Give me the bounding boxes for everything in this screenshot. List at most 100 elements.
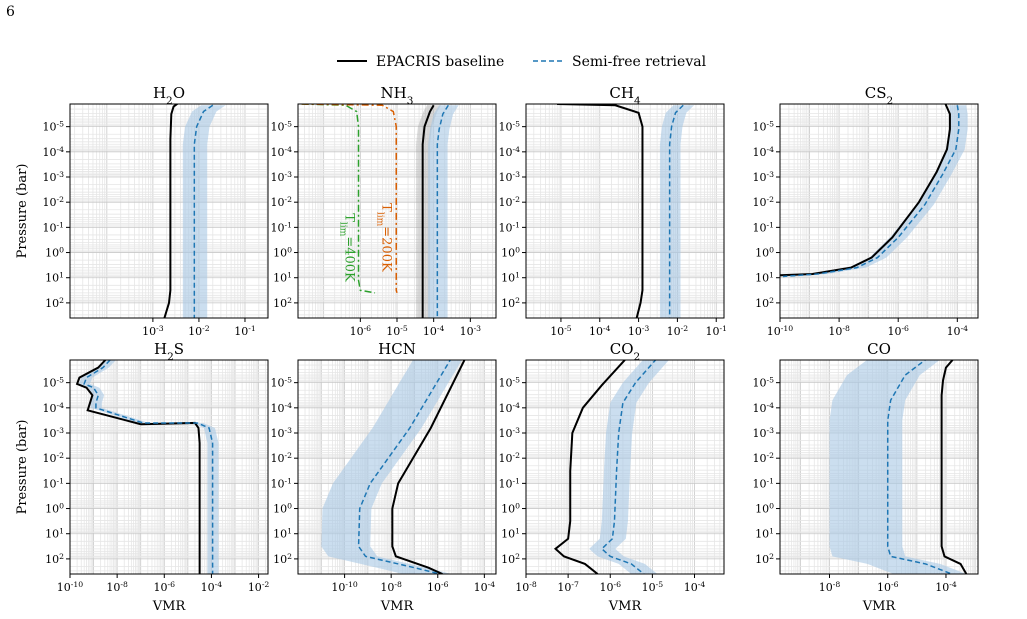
x-tick-label: 10-8 xyxy=(515,580,537,595)
y-axis-label: Pressure (bar) xyxy=(15,420,30,515)
y-tick-label: 102 xyxy=(45,551,64,566)
panel-3: CH4 10-5 10-4 10-3 10-2 10-1 100 101 102 10-5 10-4… xyxy=(499,84,727,338)
baseline-line xyxy=(780,104,951,277)
y-tick-label: 10-3 xyxy=(271,426,293,441)
panel-title: H2S xyxy=(154,340,184,363)
y-tick-label: 100 xyxy=(273,501,292,516)
retrieval-uncertainty-band xyxy=(182,105,226,318)
axes-frame xyxy=(525,359,725,575)
y-tick-label: 10-5 xyxy=(271,375,293,390)
x-tick-label: 10-4 xyxy=(589,324,611,339)
x-tick-label: 10-8 xyxy=(380,580,402,595)
tlim400-line xyxy=(301,104,376,294)
x-tick-label: 10-10 xyxy=(57,580,83,595)
y-tick-label: 10-3 xyxy=(753,426,775,441)
y-tick-label: 10-5 xyxy=(43,119,65,134)
baseline-line xyxy=(557,104,644,318)
y-tick-label: 102 xyxy=(501,551,520,566)
x-tick-label: 10-6 xyxy=(600,580,622,595)
y-tick-label: 100 xyxy=(755,501,774,516)
x-tick-label: 10-5 xyxy=(386,324,408,339)
legend: EPACRIS baseline Semi-free retrieval xyxy=(337,54,707,70)
y-tick-label: 10-5 xyxy=(499,375,521,390)
y-tick-label: 10-4 xyxy=(43,400,65,415)
x-tick-label: 10-4 xyxy=(474,580,496,595)
y-tick-label: 10-4 xyxy=(271,400,293,415)
y-tick-label: 10-1 xyxy=(499,476,521,491)
retrieval-line xyxy=(600,360,657,574)
x-tick-label: 10-3 xyxy=(460,324,482,339)
axes-frame xyxy=(779,103,979,319)
y-tick-label: 101 xyxy=(273,270,292,285)
retrieval-line xyxy=(83,360,214,574)
y-tick-label: 10-2 xyxy=(499,195,521,210)
axes-frame xyxy=(69,103,269,319)
x-tick-label: 10-1 xyxy=(234,324,256,339)
y-tick-label: 10-5 xyxy=(753,375,775,390)
x-tick-label: 10-3 xyxy=(628,324,650,339)
axes-frame xyxy=(525,103,725,319)
panel-title: NH3 xyxy=(381,84,414,107)
panel-title: H2O xyxy=(153,84,185,107)
y-tick-label: 100 xyxy=(273,245,292,260)
x-tick-label: 10-6 xyxy=(877,580,899,595)
gridlines xyxy=(70,104,268,318)
y-tick-label: 10-3 xyxy=(43,426,65,441)
y-tick-label: 102 xyxy=(273,295,292,310)
y-tick-label: 10-3 xyxy=(753,170,775,185)
panel-6: HCN 10-5 10-4 10-3 10-2 10-1 100 101 102 10-10 10-… xyxy=(271,340,497,614)
plot-area xyxy=(557,104,695,318)
y-tick-label: 101 xyxy=(755,526,774,541)
panel-title: CO2 xyxy=(610,340,640,363)
baseline-line xyxy=(421,104,435,318)
y-tick-label: 100 xyxy=(755,245,774,260)
x-tick-label: 10-1 xyxy=(705,324,727,339)
panel-2: Tlim=400K Tlim=200K NH3 10-5 10-4 10-3 10-2 10-… xyxy=(271,84,497,338)
panels: H2O 10-5 10-4 10-3 10-2 10-1 100 101 102 10-3 10-2… xyxy=(15,84,979,614)
y-tick-label: 10-2 xyxy=(753,195,775,210)
gridlines xyxy=(298,104,496,318)
x-tick-label: 10-10 xyxy=(767,324,793,339)
x-tick-label: 10-2 xyxy=(248,580,270,595)
y-tick-label: 10-2 xyxy=(43,451,65,466)
y-tick-label: 10-5 xyxy=(271,119,293,134)
baseline-line xyxy=(163,104,179,318)
y-tick-label: 10-1 xyxy=(271,476,293,491)
x-tick-label: 10-8 xyxy=(828,324,850,339)
panel-title: CO xyxy=(867,340,891,358)
panel-8: CO 10-5 10-4 10-3 10-2 10-1 100 101 102 10-8 10-6 1… xyxy=(753,340,979,614)
y-tick-label: 10-5 xyxy=(753,119,775,134)
x-tick-label: 10-8 xyxy=(106,580,128,595)
plot-area xyxy=(553,360,669,574)
x-tick-label: 10-4 xyxy=(423,324,445,339)
y-tick-label: 10-2 xyxy=(753,451,775,466)
y-tick-label: 101 xyxy=(501,526,520,541)
y-tick-label: 10-4 xyxy=(499,144,521,159)
panel-1: H2O 10-5 10-4 10-3 10-2 10-1 100 101 102 10-3 10-2… xyxy=(15,84,269,339)
y-tick-label: 10-5 xyxy=(43,375,65,390)
gridlines xyxy=(526,104,724,318)
y-tick-label: 102 xyxy=(501,295,520,310)
axes-frame xyxy=(69,359,269,575)
retrieval-uncertainty-band xyxy=(829,360,967,574)
retrieval-uncertainty-band xyxy=(780,105,968,277)
retrieval-uncertainty-band xyxy=(659,105,695,318)
x-axis-label: VMR xyxy=(152,599,187,614)
y-tick-label: 10-1 xyxy=(753,220,775,235)
y-tick-label: 100 xyxy=(45,501,64,516)
baseline-line xyxy=(391,360,466,574)
y-tick-label: 10-2 xyxy=(499,451,521,466)
y-tick-label: 101 xyxy=(45,526,64,541)
y-tick-label: 10-4 xyxy=(499,400,521,415)
plot-area xyxy=(829,360,968,574)
retrieval-uncertainty-band xyxy=(78,360,219,574)
plot-area xyxy=(301,104,459,318)
y-tick-label: 101 xyxy=(755,270,774,285)
y-tick-label: 10-1 xyxy=(753,476,775,491)
x-tick-label: 10-2 xyxy=(667,324,689,339)
y-tick-label: 10-4 xyxy=(753,144,775,159)
x-tick-label: 10-4 xyxy=(947,324,969,339)
legend-label-baseline: EPACRIS baseline xyxy=(376,54,504,70)
y-tick-label: 10-1 xyxy=(499,220,521,235)
retrieval-uncertainty-band xyxy=(589,360,669,574)
